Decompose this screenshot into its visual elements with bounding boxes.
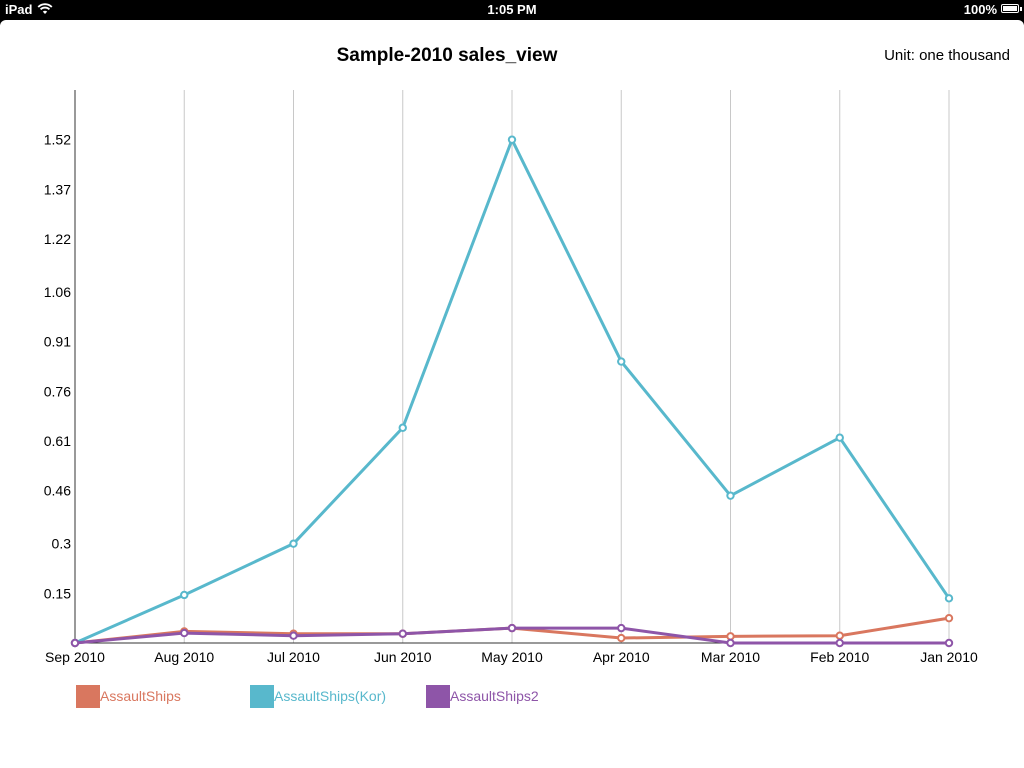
x-tick-label: Aug 2010 xyxy=(154,649,214,665)
battery-icon xyxy=(1001,4,1022,13)
data-point xyxy=(617,623,626,633)
y-tick-label: 0.91 xyxy=(44,334,71,350)
y-tick-label: 0.61 xyxy=(44,433,71,449)
wifi-icon xyxy=(37,3,53,18)
y-tick-label: 0.46 xyxy=(44,483,71,499)
data-point xyxy=(944,638,954,648)
data-point xyxy=(835,631,844,640)
y-tick-label: 1.52 xyxy=(44,132,71,148)
legend-swatch xyxy=(250,684,274,708)
data-point xyxy=(507,623,517,633)
legend-label: AssaultShips(Kor) xyxy=(274,688,387,704)
data-point xyxy=(944,613,954,623)
x-tick-label: Sep 2010 xyxy=(45,649,105,665)
data-point xyxy=(726,491,735,500)
x-tick-label: Apr 2010 xyxy=(593,649,650,665)
data-point xyxy=(180,628,189,638)
x-tick-label: Jul 2010 xyxy=(267,649,320,665)
data-point xyxy=(398,423,407,432)
y-tick-label: 1.06 xyxy=(44,284,71,300)
legend-item: AssaultShips(Kor) xyxy=(250,684,386,708)
data-point xyxy=(70,638,80,648)
y-tick-label: 0.15 xyxy=(44,585,71,601)
legend-swatch xyxy=(76,684,100,708)
x-tick-label: Jan 2010 xyxy=(920,649,978,665)
legend-item: AssaultShips xyxy=(76,684,181,708)
data-point xyxy=(617,633,626,643)
data-point xyxy=(835,433,844,442)
data-point xyxy=(617,357,626,366)
status-bar: iPad 1:05 PM 100% xyxy=(0,0,1024,20)
battery-percent: 100% xyxy=(963,2,997,17)
y-tick-label: 0.3 xyxy=(52,536,72,552)
unit-label: Unit: one thousand xyxy=(884,47,1010,64)
chart-title: Sample-2010 sales_view xyxy=(336,45,558,66)
data-point xyxy=(398,629,407,638)
data-point xyxy=(289,539,298,548)
x-tick-label: May 2010 xyxy=(481,649,543,665)
data-point xyxy=(726,638,735,648)
carrier-label: iPad xyxy=(5,2,33,17)
data-point xyxy=(507,135,517,144)
data-point xyxy=(726,632,735,641)
clock: 1:05 PM xyxy=(487,2,537,17)
y-tick-label: 0.76 xyxy=(44,383,71,399)
legend-label: AssaultShips2 xyxy=(450,688,539,704)
data-point xyxy=(289,631,298,640)
x-tick-label: Feb 2010 xyxy=(810,649,869,665)
data-point xyxy=(180,590,189,600)
legend-label: AssaultShips xyxy=(100,688,181,704)
data-point xyxy=(944,594,954,603)
y-tick-label: 1.37 xyxy=(44,181,71,197)
data-point xyxy=(835,638,844,648)
x-tick-label: Jun 2010 xyxy=(374,649,432,665)
x-tick-label: Mar 2010 xyxy=(701,649,760,665)
legend-item: AssaultShips2 xyxy=(426,684,539,708)
line-chart: Sep 2010 Aug 2010 Jul 2010 Jun 2010 May 2010… xyxy=(44,90,978,665)
y-tick-label: 1.22 xyxy=(44,231,71,247)
chart-screen: Sample-2010 sales_view Unit: one thousan… xyxy=(0,20,1024,768)
legend-swatch xyxy=(426,684,450,708)
